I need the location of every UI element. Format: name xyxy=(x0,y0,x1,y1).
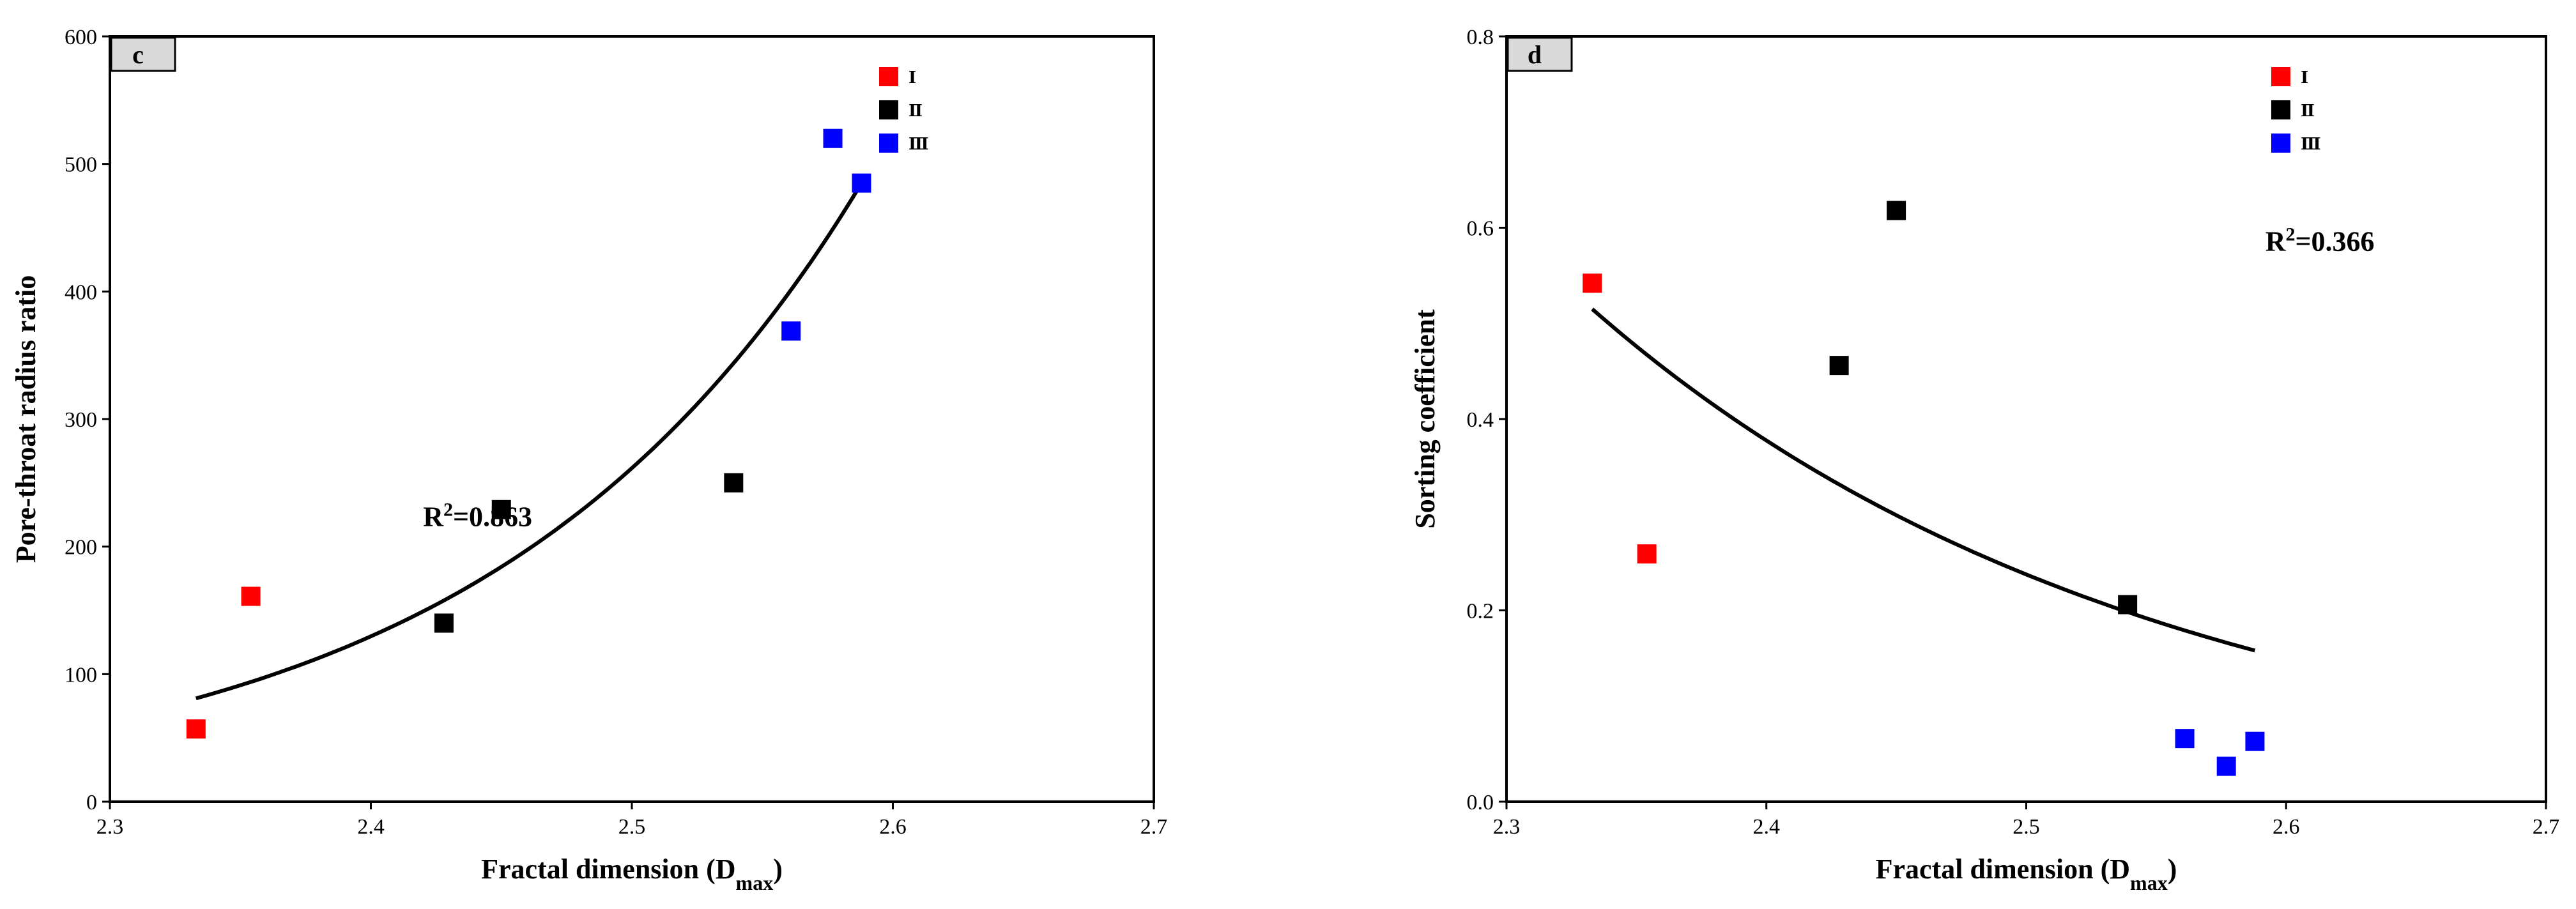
plot-frame xyxy=(1505,35,2547,803)
data-point-series-1 xyxy=(186,719,206,739)
legend-label: Ⅲ xyxy=(2301,135,2321,153)
y-tick-label: 500 xyxy=(65,153,97,177)
chart-panel-c: c 2.3 2.4 2.5 2.6 2.7 0 100 200 300 400 500 600 Fract… xyxy=(10,26,1167,894)
legend-label: Ⅱ xyxy=(2301,102,2315,120)
data-point-series-1 xyxy=(1637,544,1657,564)
y-axis-label: Sorting coefficient xyxy=(1409,309,1441,529)
data-point-series-3 xyxy=(823,128,843,148)
x-tick-label: 2.5 xyxy=(2012,815,2040,839)
data-point-series-3 xyxy=(2245,731,2265,751)
panel-tag: d xyxy=(1506,36,1573,72)
legend-label: Ⅱ xyxy=(908,102,923,120)
trendline xyxy=(1591,307,2256,653)
y-tick-label: 0.6 xyxy=(1467,217,1494,241)
r-squared-annotation: R2=0.366 xyxy=(2266,224,2375,257)
data-point-series-3 xyxy=(2216,756,2236,776)
legend-label: Ⅲ xyxy=(908,135,929,153)
legend-swatch xyxy=(2271,67,2290,86)
y-tick-label: 100 xyxy=(65,663,97,687)
data-point-series-3 xyxy=(781,321,801,341)
data-point-series-1 xyxy=(241,586,261,606)
y-tick-label: 600 xyxy=(65,26,97,49)
y-tick-label: 0.4 xyxy=(1467,408,1494,432)
legend: Ⅰ Ⅱ Ⅲ xyxy=(879,67,929,153)
x-tick-label: 2.4 xyxy=(357,815,385,839)
y-tick-label: 0.8 xyxy=(1467,26,1494,49)
x-tick-label: 2.3 xyxy=(1493,815,1521,839)
y-tick-label: 0.0 xyxy=(1467,791,1494,814)
y-axis-label: Pore-throat radius ratio xyxy=(10,275,42,563)
data-point-series-2 xyxy=(491,500,511,519)
panel-tag-label: d xyxy=(1528,40,1542,69)
data-point-series-2 xyxy=(434,613,454,633)
y-tick-label: 0 xyxy=(86,791,97,814)
legend-swatch xyxy=(2271,134,2290,153)
chart-panel-d: d 2.3 2.4 2.5 2.6 2.7 0.0 0.2 0.4 0.6 0.8 Fractal d… xyxy=(1409,26,2559,894)
x-tick-label: 2.6 xyxy=(879,815,907,839)
data-point-series-2 xyxy=(1829,356,1849,376)
x-axis-label: Fractal dimension (Dmax) xyxy=(1876,853,2177,894)
y-tick-label: 400 xyxy=(65,280,97,304)
legend-swatch xyxy=(879,67,898,86)
x-axis-label: Fractal dimension (Dmax) xyxy=(481,853,783,894)
r-squared-annotation: R2=0.863 xyxy=(423,499,532,533)
x-tick-label: 2.3 xyxy=(96,815,124,839)
data-point-series-3 xyxy=(2175,729,2195,749)
x-tick-label: 2.4 xyxy=(1753,815,1781,839)
x-tick-label: 2.7 xyxy=(1140,815,1168,839)
legend-swatch xyxy=(879,134,898,153)
legend: Ⅰ Ⅱ Ⅲ xyxy=(2271,67,2321,153)
panel-tag-label: c xyxy=(132,40,144,69)
data-point-series-2 xyxy=(2118,595,2138,615)
legend-swatch xyxy=(2271,100,2290,119)
trendline xyxy=(195,182,864,701)
data-point-series-2 xyxy=(1887,201,1906,220)
x-tick-label: 2.6 xyxy=(2273,815,2300,839)
y-tick-label: 300 xyxy=(65,408,97,432)
x-tick-label: 2.7 xyxy=(2533,815,2560,839)
legend-label: Ⅰ xyxy=(908,68,916,87)
data-point-series-2 xyxy=(724,473,744,493)
y-tick-label: 200 xyxy=(65,536,97,560)
panel-tag: c xyxy=(110,36,176,72)
data-point-series-1 xyxy=(1583,273,1602,293)
y-tick-label: 0.2 xyxy=(1467,600,1494,623)
legend-swatch xyxy=(879,100,898,119)
plot-frame xyxy=(109,35,1155,803)
data-point-series-3 xyxy=(852,173,871,193)
x-tick-label: 2.5 xyxy=(618,815,646,839)
legend-label: Ⅰ xyxy=(2301,68,2308,87)
